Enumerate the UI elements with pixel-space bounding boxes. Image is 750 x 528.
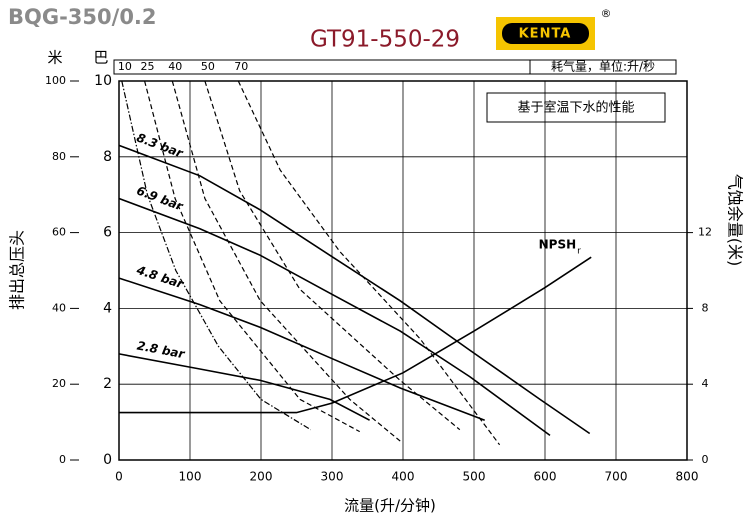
x-tick-label: 500 bbox=[463, 470, 486, 484]
y-meter-tick-label: 20 bbox=[52, 377, 66, 390]
curve bbox=[118, 144, 591, 435]
y-meter-tick-label: 60 bbox=[52, 226, 66, 239]
y-tick-label: 4 bbox=[103, 300, 112, 316]
curve bbox=[237, 80, 501, 446]
curve-label: 8.3 bar bbox=[135, 130, 186, 160]
curve bbox=[118, 277, 485, 421]
y2-tick-label: 0 bbox=[702, 453, 709, 466]
x-tick-label: 400 bbox=[392, 470, 415, 484]
x-tick-label: 300 bbox=[321, 470, 344, 484]
npsh-label: NPSH bbox=[539, 238, 577, 252]
x-tick-label: 100 bbox=[179, 470, 202, 484]
chart-title: GT91-550-29 bbox=[310, 27, 460, 53]
y2-axis-title: 气蚀余量(米) bbox=[726, 174, 745, 267]
y2-tick-label: 8 bbox=[702, 301, 709, 314]
curve-label: 6.9 bar bbox=[135, 183, 186, 213]
y-meter-tick-label: 40 bbox=[52, 301, 66, 314]
y2-tick-label: 12 bbox=[698, 226, 712, 239]
model: BQG-350/0.2 bbox=[8, 5, 157, 29]
curve bbox=[144, 80, 360, 433]
brand-mark: ® bbox=[601, 7, 612, 20]
y-tick-label: 8 bbox=[103, 149, 112, 165]
curve bbox=[121, 80, 312, 431]
air-label: 40 bbox=[168, 60, 182, 73]
curve bbox=[118, 197, 551, 437]
air-label: 50 bbox=[201, 60, 215, 73]
y-tick-label: 6 bbox=[103, 225, 112, 241]
curve bbox=[171, 80, 401, 442]
x-tick-label: 700 bbox=[605, 470, 628, 484]
y-meter-tick-label: 100 bbox=[45, 74, 66, 87]
y-meter-tick-label: 80 bbox=[52, 150, 66, 163]
curve bbox=[204, 80, 461, 431]
y-meter-tick-label: 0 bbox=[59, 453, 66, 466]
y2-tick-label: 4 bbox=[702, 377, 709, 390]
x-tick-label: 0 bbox=[115, 470, 123, 484]
x-tick-label: 600 bbox=[534, 470, 557, 484]
y-tick-label: 10 bbox=[94, 73, 112, 89]
curve bbox=[119, 256, 592, 414]
x-axis-title: 流量(升/分钟) bbox=[344, 497, 436, 515]
curve-label: 4.8 bar bbox=[134, 263, 186, 292]
y-unit-meter: 米 bbox=[47, 49, 62, 67]
curve bbox=[118, 353, 370, 421]
annotation: 基于室温下水的性能 bbox=[517, 100, 634, 116]
top-axis-label: 耗气量，单位:升/秒 bbox=[551, 59, 655, 74]
air-label: 10 bbox=[118, 60, 132, 73]
npsh-subscript: r bbox=[577, 247, 581, 257]
y-tick-label: 0 bbox=[103, 452, 112, 468]
x-tick-label: 800 bbox=[676, 470, 699, 484]
x-tick-label: 200 bbox=[250, 470, 273, 484]
y-axis-title: 排出总压头 bbox=[8, 230, 27, 310]
top-axis-box bbox=[113, 59, 677, 75]
annotation-box bbox=[486, 92, 666, 123]
brand: KENTA bbox=[519, 27, 572, 42]
y-unit-bar: 巴 bbox=[93, 49, 108, 67]
air-label: 70 bbox=[234, 60, 248, 73]
air-label: 25 bbox=[141, 60, 155, 73]
y-tick-label: 2 bbox=[103, 376, 112, 392]
logo-oval bbox=[502, 23, 589, 44]
